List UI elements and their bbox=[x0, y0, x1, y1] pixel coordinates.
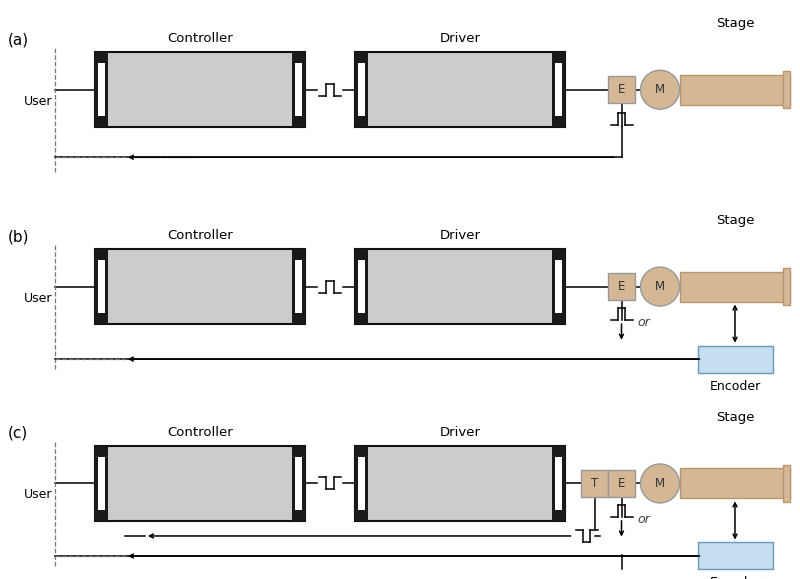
Bar bbox=[552, 52, 565, 127]
Text: M: M bbox=[655, 83, 665, 96]
Bar bbox=[783, 268, 790, 305]
Bar bbox=[98, 261, 105, 313]
Bar bbox=[783, 465, 790, 502]
Text: (a): (a) bbox=[8, 32, 29, 47]
Bar bbox=[552, 249, 565, 324]
Text: Driver: Driver bbox=[439, 229, 481, 242]
Text: M: M bbox=[655, 280, 665, 293]
Text: or: or bbox=[637, 316, 650, 329]
Bar bbox=[358, 64, 365, 116]
Bar bbox=[698, 543, 773, 570]
Bar bbox=[355, 446, 368, 521]
Bar bbox=[292, 52, 305, 127]
Bar bbox=[98, 64, 105, 116]
Bar bbox=[581, 470, 608, 497]
Text: Stage: Stage bbox=[716, 214, 754, 227]
Text: Driver: Driver bbox=[439, 32, 481, 45]
Text: User: User bbox=[23, 292, 52, 305]
Bar bbox=[295, 457, 302, 510]
Text: Controller: Controller bbox=[167, 426, 233, 439]
Bar bbox=[95, 446, 305, 521]
Text: Stage: Stage bbox=[716, 411, 754, 424]
Bar bbox=[295, 64, 302, 116]
Bar bbox=[355, 249, 368, 324]
Bar bbox=[555, 64, 562, 116]
Bar bbox=[608, 76, 635, 103]
Bar bbox=[358, 457, 365, 510]
Bar bbox=[555, 457, 562, 510]
Text: E: E bbox=[618, 83, 625, 96]
Circle shape bbox=[641, 70, 679, 109]
Bar bbox=[95, 446, 108, 521]
Bar bbox=[355, 249, 565, 324]
Bar bbox=[95, 249, 305, 324]
Bar bbox=[552, 446, 565, 521]
Text: User: User bbox=[23, 95, 52, 108]
Text: (b): (b) bbox=[8, 229, 30, 244]
Bar bbox=[608, 470, 635, 497]
Bar bbox=[295, 261, 302, 313]
Bar bbox=[680, 468, 790, 499]
Bar bbox=[292, 446, 305, 521]
Bar bbox=[355, 446, 565, 521]
Circle shape bbox=[641, 464, 679, 503]
Bar bbox=[680, 75, 790, 105]
Text: E: E bbox=[618, 477, 625, 490]
Bar bbox=[355, 52, 565, 127]
Bar bbox=[355, 52, 368, 127]
Bar bbox=[358, 261, 365, 313]
Bar bbox=[292, 249, 305, 324]
Bar bbox=[555, 261, 562, 313]
Text: Stage: Stage bbox=[716, 17, 754, 30]
Text: Controller: Controller bbox=[167, 229, 233, 242]
Bar bbox=[98, 457, 105, 510]
Bar bbox=[783, 71, 790, 108]
Text: T: T bbox=[591, 477, 598, 490]
Text: Controller: Controller bbox=[167, 32, 233, 45]
Bar bbox=[680, 272, 790, 302]
Bar bbox=[95, 52, 108, 127]
Text: (c): (c) bbox=[8, 426, 28, 441]
Bar bbox=[95, 52, 305, 127]
Circle shape bbox=[641, 267, 679, 306]
Text: or: or bbox=[637, 513, 650, 526]
Bar bbox=[95, 249, 108, 324]
Text: E: E bbox=[618, 280, 625, 293]
Text: Driver: Driver bbox=[439, 426, 481, 439]
Bar bbox=[698, 346, 773, 373]
Bar bbox=[608, 273, 635, 300]
Text: Encoder: Encoder bbox=[710, 577, 761, 579]
Text: M: M bbox=[655, 477, 665, 490]
Text: User: User bbox=[23, 489, 52, 501]
Text: Encoder: Encoder bbox=[710, 380, 761, 393]
